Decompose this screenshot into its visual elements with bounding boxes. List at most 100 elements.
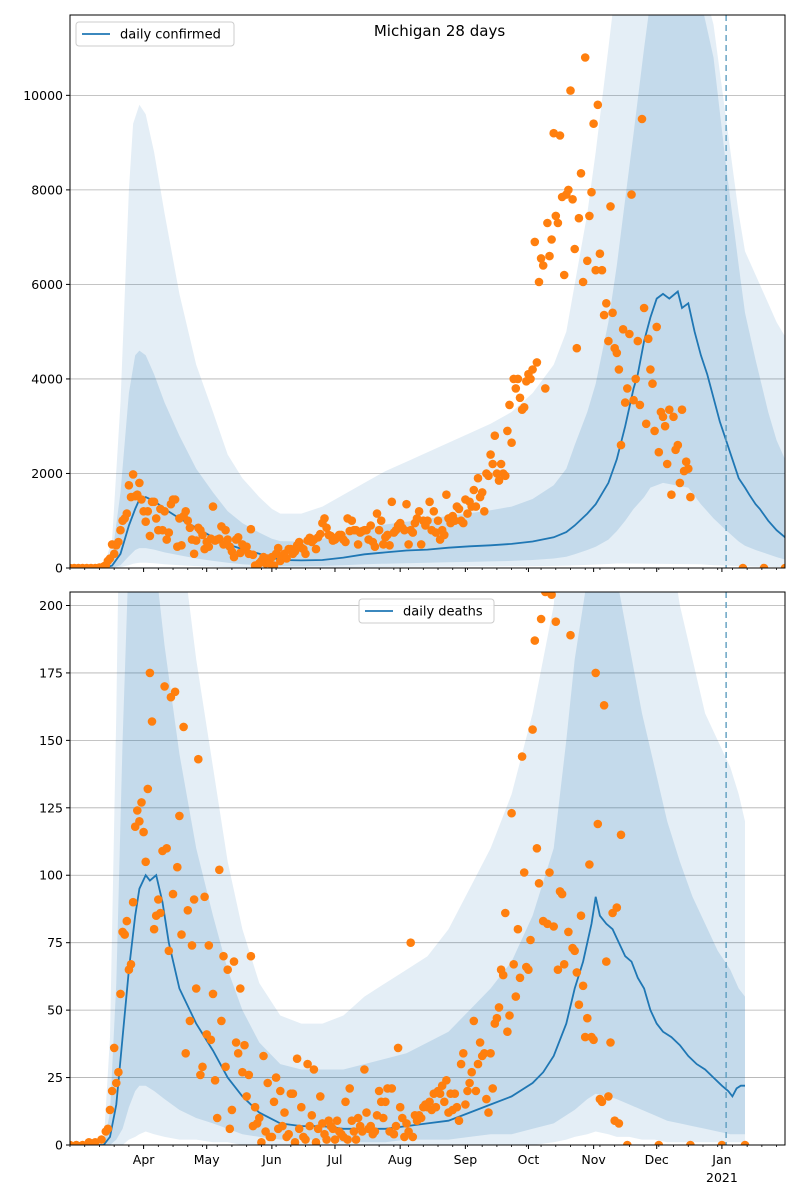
x-tick-label: Sep [454,1152,478,1167]
panel2-observed-point [482,1094,491,1104]
panel1-observed-point [114,537,123,547]
panel2-observed-point [303,1059,312,1069]
panel2-observed-point [374,1086,384,1096]
panel2-observed-point [116,989,125,999]
panel2-observed-point [322,1135,331,1144]
panel2-observed-point [345,1084,355,1093]
panel2-observed-point [164,946,174,956]
panel1-observed-point [198,530,207,540]
panel2-observed-point [459,1049,468,1058]
panel1-observed-point [484,471,493,481]
panel1-observed-point [486,450,495,459]
panel1-observed-point [149,497,159,507]
panel1-observed-point [135,478,144,488]
panel2-y-tick-label: 100 [39,868,63,883]
panel1-observed-point [109,549,119,559]
panel2-observed-point [316,1092,325,1101]
panel1-observed-point [612,348,622,358]
panel2-observed-point [156,908,165,918]
panel1-observed-point [684,464,693,474]
x-tick-label: Jul [326,1152,342,1167]
panel1-y-tick-label: 2000 [31,466,63,481]
panel2-observed-point [461,1100,470,1109]
panel1-observed-point [204,542,214,551]
panel2-observed-point [135,817,144,826]
panel2-observed-point [395,1102,405,1112]
panel2-observed-point [530,636,540,645]
panel2-observed-point [408,1132,418,1142]
panel2-legend-box [358,598,495,624]
panel1-observed-point [602,299,611,308]
panel2-observed-point [517,752,527,761]
panel1-observed-point [191,536,201,545]
panel2-observed-point [187,941,197,950]
panel2-observed-point [486,1049,495,1058]
panel2-observed-point [547,592,556,599]
panel1-observed-point [347,516,357,525]
panel1-observed-point [570,244,579,254]
panel1-observed-point [404,540,413,549]
panel1-observed-point [385,541,394,550]
panel1-observed-point [589,119,598,128]
panel2-observed-point [225,1124,235,1134]
panel1-observed-point [637,114,647,124]
panel2-observed-point [175,811,184,821]
panel2-observed-point [440,1097,449,1107]
panel2-observed-point [511,992,521,1001]
panel1-observed-point [507,438,516,448]
panel2-observed-point [393,1043,403,1053]
panel1-observed-point [578,277,588,287]
panel1-axes-frame [69,14,786,569]
panel2-observed-point [290,1138,300,1145]
panel1-observed-point [480,507,489,516]
panel1-observed-point [122,509,132,518]
panel2-observed-point [181,1049,190,1058]
panel1-observed-point [526,374,535,384]
panel1-observed-point [576,169,586,178]
panel2-axes-frame [69,591,786,1146]
panel1-observed-point [555,131,565,140]
panel2-observed-point [450,1089,460,1098]
panel1-observed-point [551,211,561,221]
chart-title: Michigan 28 days [374,22,505,40]
panel1-observed-point [414,507,424,516]
panel1-observed-point [477,488,487,497]
panel2-observed-point [509,960,518,969]
panel1-observed-point [429,507,439,516]
panel1-observed-point [454,504,464,514]
panel1-observed-point [541,384,550,393]
panel1-observed-point [137,495,146,504]
panel1-observed-point [606,202,615,211]
panel1-observed-point [177,541,186,550]
panel2-observed-point [114,1067,123,1077]
panel1-observed-point [559,270,569,280]
panel1-observed-point [229,552,239,562]
panel2-observed-point [435,1089,445,1098]
panel1-observed-point [568,195,577,204]
panel1-observed-point [374,525,384,535]
panel1-observed-point [440,530,449,540]
panel2-observed-point [507,808,516,818]
panel1-observed-point [471,502,481,511]
panel1-observed-point [408,528,418,537]
panel2-observed-point [107,1086,117,1096]
panel1-observed-point [648,379,657,389]
panel2-observed-point [341,1097,350,1107]
panel1-observed-point [242,542,251,551]
panel1-observed-point [379,540,388,549]
panel1-observed-point [669,412,678,422]
panel1-y-tick-label: 6000 [31,277,63,292]
panel2-observed-point [391,1121,401,1131]
panel1-observed-point [572,343,582,353]
panel2-observed-point [198,1062,207,1072]
panel2-plot-area [70,592,785,1145]
panel2-observed-point [208,989,218,999]
panel1-observed-point [667,490,676,500]
panel2-observed-point [551,617,561,626]
panel2-observed-point [194,754,203,764]
x-tick-label: Nov [581,1152,606,1167]
panel1-observed-point [170,495,180,504]
panel2-observed-point [267,1132,277,1142]
panel2-observed-point [480,1049,489,1058]
